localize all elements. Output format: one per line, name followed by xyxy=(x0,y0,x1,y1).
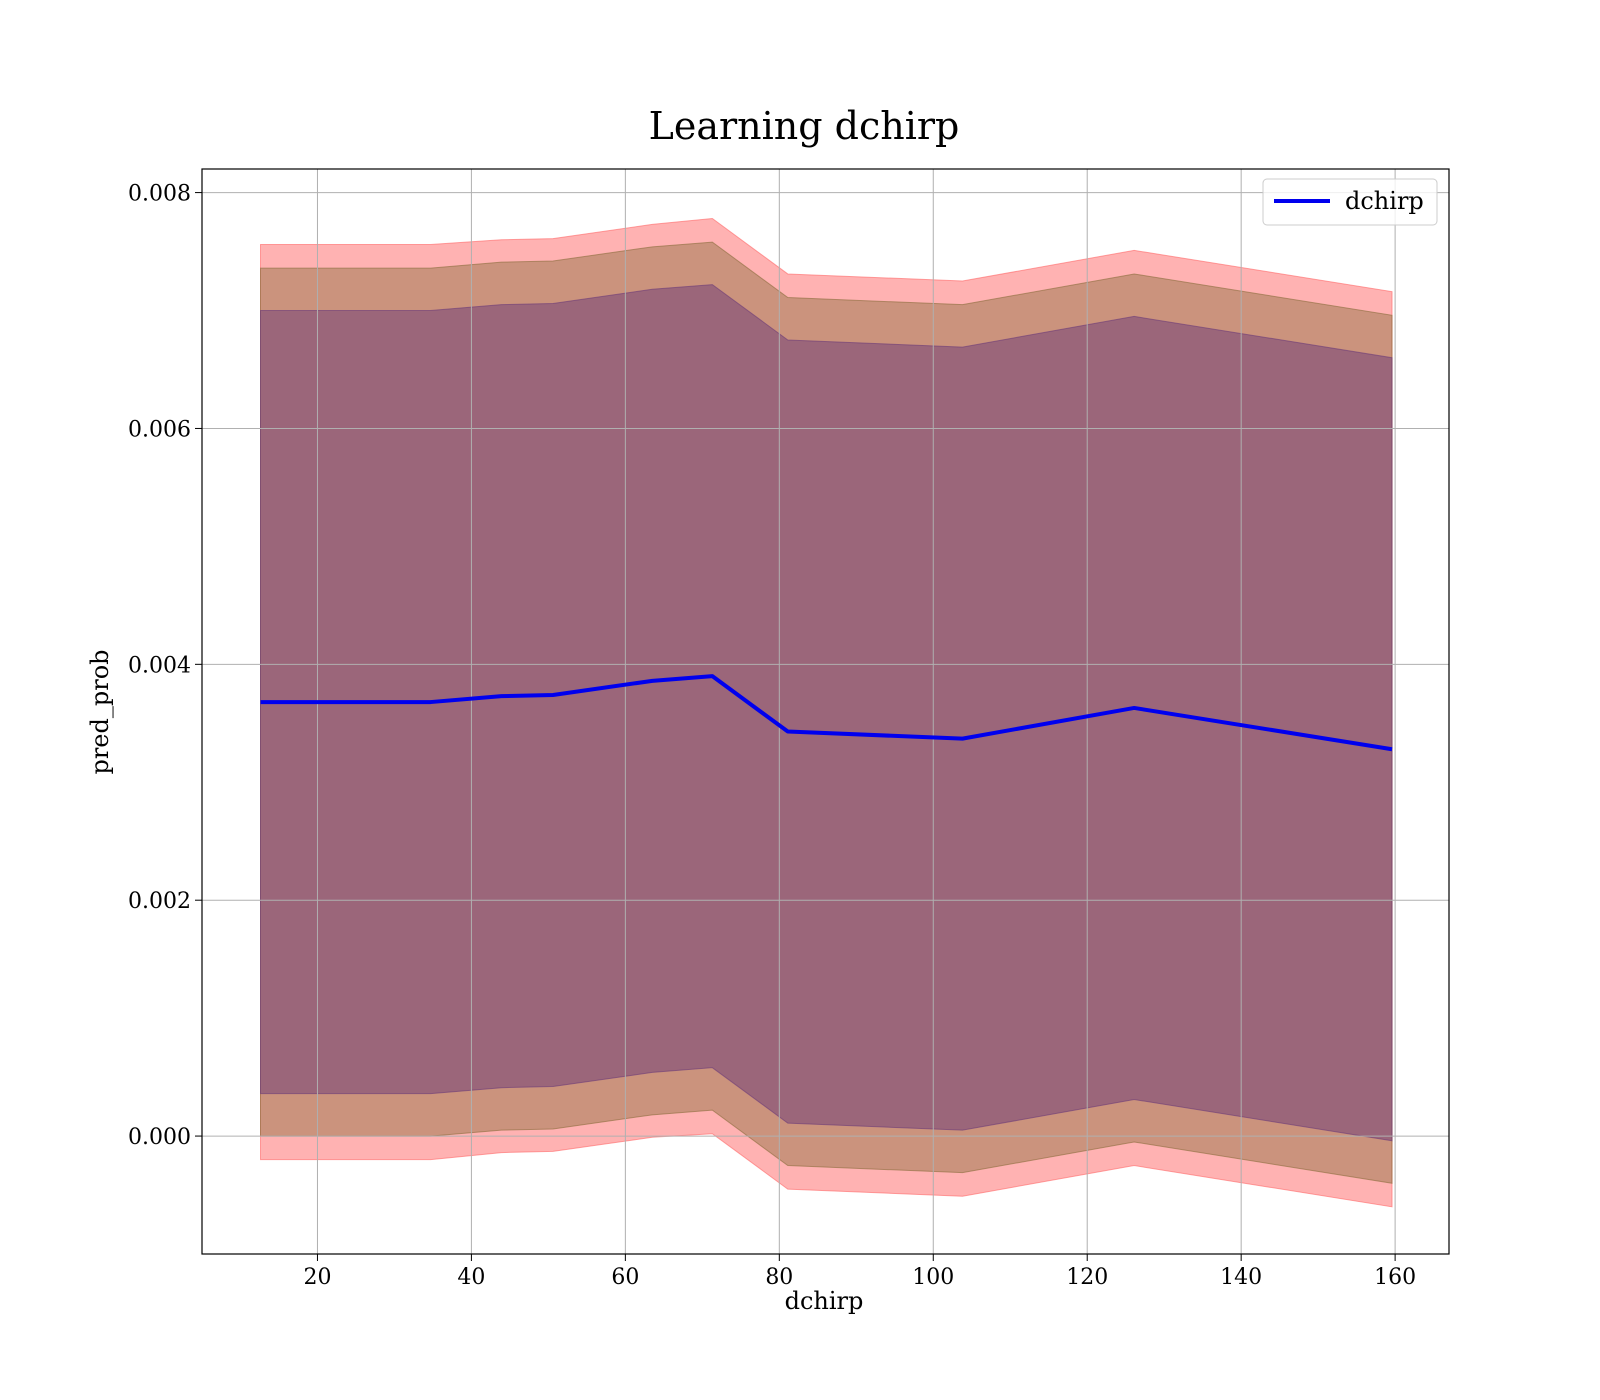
series-line-dchirp xyxy=(260,674,1393,752)
y-axis-ticks: 0.000 0.002 0.004 0.006 0.008 xyxy=(128,182,202,1150)
x-tick-label: 100 xyxy=(912,1265,954,1290)
confidence-band-3 xyxy=(260,284,1393,1142)
y-tick-label: 0.002 xyxy=(128,889,191,914)
x-tick-label: 80 xyxy=(765,1265,793,1290)
series-lines xyxy=(260,674,1393,752)
plot-frame xyxy=(201,168,1450,1255)
x-tick-label: 60 xyxy=(611,1265,639,1290)
confidence-bands xyxy=(260,218,1393,1208)
y-tick-label: 0.000 xyxy=(128,1125,191,1150)
y-tick-label: 0.004 xyxy=(128,653,191,678)
plot-area xyxy=(201,168,1450,1255)
x-tick-label: 140 xyxy=(1220,1265,1262,1290)
y-tick-label: 0.006 xyxy=(128,417,191,442)
x-axis-ticks: 20 40 60 80 100 120 140 160 xyxy=(303,1254,1416,1290)
x-tick-label: 120 xyxy=(1066,1265,1108,1290)
x-axis-label: dchirp xyxy=(785,1287,864,1315)
legend-box xyxy=(1262,178,1438,226)
grid-lines xyxy=(202,169,1449,1254)
legend-label-dchirp: dchirp xyxy=(1345,187,1424,215)
x-tick-label: 20 xyxy=(303,1265,331,1290)
y-tick-label: 0.008 xyxy=(128,182,191,207)
x-tick-label: 40 xyxy=(457,1265,485,1290)
chart-title: Learning dchirp xyxy=(649,104,960,148)
legend: dchirp xyxy=(1262,178,1438,226)
y-axis-label: pred_prob xyxy=(86,649,114,774)
x-tick-label: 160 xyxy=(1374,1265,1416,1290)
